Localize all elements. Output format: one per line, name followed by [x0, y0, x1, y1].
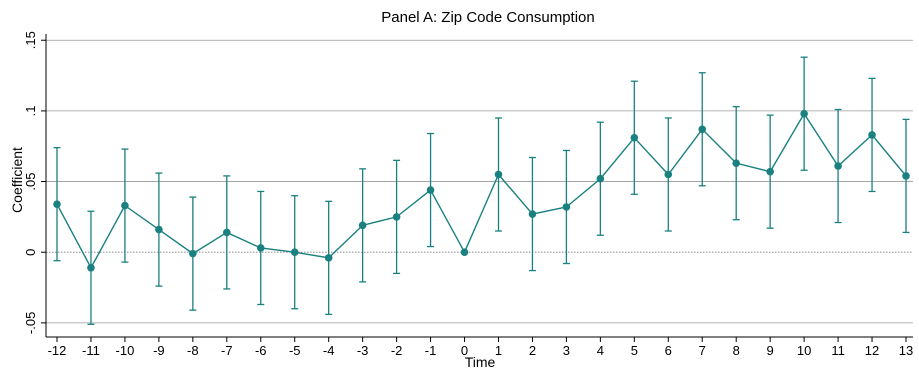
x-tick-label: -4 — [323, 343, 335, 358]
data-point — [596, 174, 605, 183]
x-tick-label: 12 — [865, 343, 879, 358]
x-tick-label: 4 — [597, 343, 604, 358]
data-point — [392, 213, 401, 221]
x-tick-label: -11 — [82, 343, 100, 358]
x-tick-label: 6 — [665, 343, 672, 358]
data-point — [834, 162, 842, 170]
data-point — [800, 109, 808, 118]
data-point — [902, 172, 910, 180]
x-tick-label: -6 — [255, 343, 267, 358]
data-point — [324, 254, 333, 262]
x-tick-label: 11 — [831, 343, 845, 358]
x-tick-label: 9 — [767, 343, 774, 358]
data-point — [121, 201, 129, 210]
y-axis-title: Coefficient — [9, 147, 25, 213]
x-tick-label: 2 — [529, 343, 536, 358]
data-point — [698, 125, 707, 134]
x-tick-label: -1 — [425, 343, 437, 358]
x-tick-label: -3 — [357, 343, 369, 358]
x-tick-label: 13 — [899, 343, 913, 358]
data-point — [53, 200, 61, 208]
confidence-intervals — [53, 56, 910, 325]
data-point — [87, 263, 95, 272]
data-point — [189, 249, 197, 258]
data-point — [664, 170, 673, 179]
x-tick-label: -7 — [221, 343, 233, 358]
data-point — [528, 210, 537, 218]
data-point — [732, 159, 740, 167]
x-tick-label: 1 — [495, 343, 502, 358]
x-axis-title: Time — [465, 354, 496, 370]
y-tick-label: .05 — [23, 173, 38, 191]
x-tick-label: -8 — [187, 343, 199, 358]
x-tick-label: -12 — [48, 343, 67, 358]
x-tick-label: -9 — [153, 343, 165, 358]
y-tick-label: .15 — [23, 31, 38, 49]
y-tick-label: -.05 — [23, 312, 38, 334]
data-point — [630, 133, 639, 142]
x-tick-label: -10 — [116, 343, 135, 358]
y-tick-label: .1 — [23, 105, 38, 116]
x-tick-label: 0 — [461, 343, 468, 358]
x-tick-label: -2 — [391, 343, 403, 358]
data-point — [155, 225, 163, 234]
data-point — [223, 228, 231, 237]
chart-title: Panel A: Zip Code Consumption — [381, 9, 594, 26]
x-tick-label: 3 — [563, 343, 570, 358]
axes: -.050.05.1.15-12 -11 -10 -9 -8 -7 -6 -5 -4 -3 -2 -1… — [23, 31, 913, 358]
x-tick-label: 10 — [797, 343, 811, 358]
x-tick-label: 7 — [699, 343, 706, 358]
data-point — [426, 186, 435, 194]
gridlines — [46, 39, 913, 324]
series-points — [53, 109, 910, 272]
x-tick-label: 8 — [733, 343, 740, 358]
data-point — [290, 248, 299, 257]
x-tick-label: -5 — [289, 343, 301, 358]
y-tick-label: 0 — [23, 249, 38, 256]
series-line — [56, 112, 907, 270]
data-point — [868, 131, 876, 139]
x-tick-label: 5 — [631, 343, 638, 358]
data-point — [562, 203, 571, 211]
data-point — [494, 170, 503, 179]
data-point — [460, 248, 469, 257]
data-point — [766, 167, 774, 176]
data-point — [358, 221, 367, 230]
data-point — [256, 244, 265, 252]
series-line-layer — [56, 112, 907, 270]
